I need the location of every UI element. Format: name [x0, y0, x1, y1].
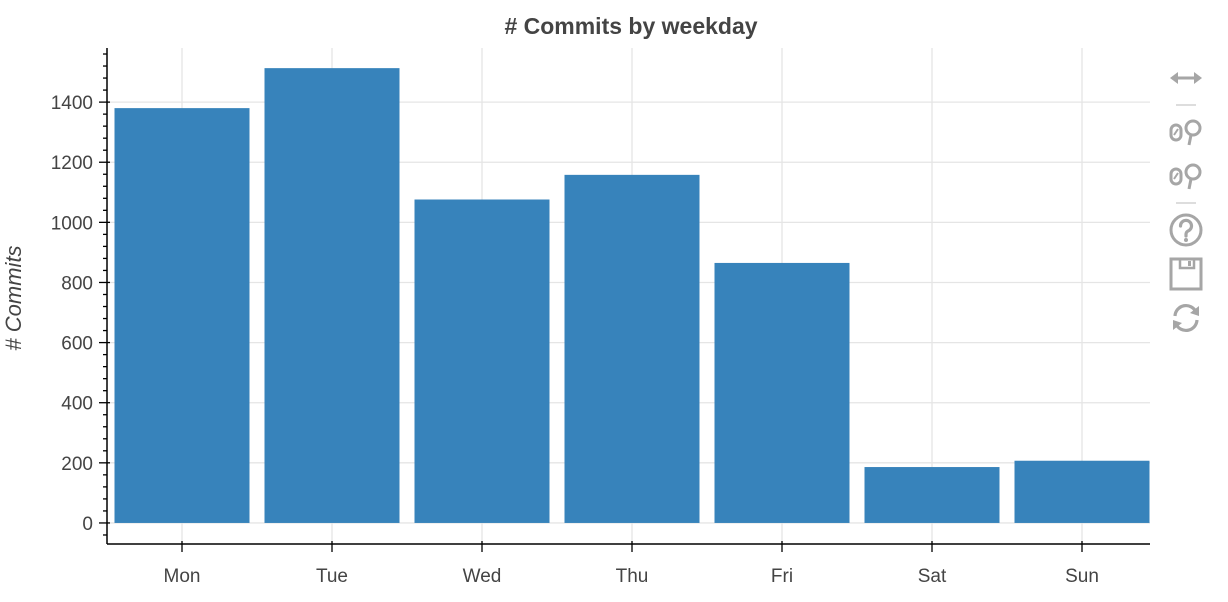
y-tick-label: 0: [82, 514, 93, 535]
x-tick-label: Tue: [316, 566, 348, 587]
y-tick-label: 400: [61, 394, 93, 415]
y-tick-label: 200: [61, 454, 93, 475]
toolbar-separator: [1176, 202, 1196, 204]
reset-icon: [1173, 303, 1199, 333]
x-tick-label: Mon: [164, 566, 201, 587]
bar-sat: [864, 467, 1000, 523]
axes: [99, 48, 1150, 552]
x-tick-label: Wed: [463, 566, 502, 587]
tick-labels: 0 200 400 600 800 1000 1200 1400 Mon Tue Wed Thu Fri…: [51, 93, 1099, 587]
pan-tool-button[interactable]: [1164, 56, 1208, 100]
y-tick-label: 800: [61, 273, 93, 294]
help-icon: [1169, 213, 1203, 247]
y-axis-label: # Commits: [1, 245, 26, 350]
bar-tue: [264, 68, 400, 523]
bar-fri: [714, 262, 850, 523]
chart-title: # Commits by weekday: [504, 13, 757, 39]
box-zoom-tool-button[interactable]: [1164, 110, 1208, 154]
x-tick-label: Fri: [771, 566, 793, 587]
x-tick-label: Thu: [616, 566, 649, 587]
bar-mon: [114, 108, 250, 523]
bar-thu: [564, 174, 700, 523]
y-tick-label: 1000: [51, 213, 93, 234]
y-tick-label: 1200: [51, 153, 93, 174]
y-tick-label: 600: [61, 334, 93, 355]
help-tool-button[interactable]: [1164, 208, 1208, 252]
pan-icon: [1170, 72, 1202, 84]
bar-wed: [414, 199, 550, 523]
toolbar-separator: [1176, 104, 1196, 106]
bar-chart: # Commits by weekday # Commits 0 200 400 60…: [1, 13, 1150, 587]
x-tick-label: Sat: [918, 566, 947, 587]
x-tick-label: Sun: [1065, 566, 1099, 587]
save-icon: [1169, 257, 1203, 291]
save-tool-button[interactable]: [1164, 252, 1208, 296]
reset-tool-button[interactable]: [1164, 296, 1208, 340]
wheel-zoom-tool-button[interactable]: [1164, 154, 1208, 198]
toolbar: [1164, 56, 1208, 340]
bars: [114, 68, 1150, 523]
box-zoom-icon: [1169, 119, 1202, 146]
y-tick-label: 1400: [51, 93, 93, 114]
bar-sun: [1014, 460, 1150, 523]
wheel-zoom-icon: [1169, 163, 1202, 190]
